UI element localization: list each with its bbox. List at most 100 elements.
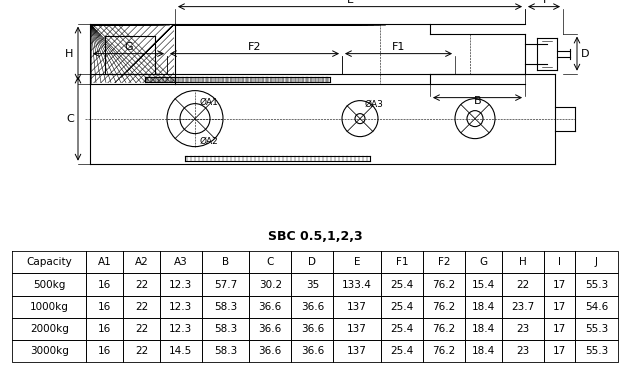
Text: D: D [581,49,590,59]
Bar [290,77,292,82]
Text: 17: 17 [553,324,566,334]
Text: D: D [308,257,316,267]
Text: H: H [519,257,527,267]
Bar [235,77,238,82]
Text: A2: A2 [134,257,148,267]
Text: 36.6: 36.6 [259,324,282,334]
Text: E: E [346,0,353,5]
Text: ØA3: ØA3 [365,100,384,109]
Text: 36.6: 36.6 [259,302,282,312]
Text: 22: 22 [516,280,529,289]
Text: I: I [542,0,546,5]
Text: 25.4: 25.4 [390,324,413,334]
Text: F2: F2 [248,42,261,51]
Text: G: G [124,42,133,51]
Text: A3: A3 [174,257,188,267]
Text: 22: 22 [135,346,148,356]
Text: 15.4: 15.4 [472,280,495,289]
Bar [200,77,202,82]
Text: ØA1: ØA1 [200,97,219,107]
Text: 22: 22 [135,302,148,312]
Bar [150,77,152,82]
Text: C: C [66,114,74,124]
Bar [185,77,188,82]
Text: I: I [558,257,561,267]
Bar [165,77,168,82]
Text: 76.2: 76.2 [432,346,455,356]
Text: 36.6: 36.6 [259,346,282,356]
Text: G: G [479,257,488,267]
Bar [160,77,163,82]
Text: 17: 17 [553,280,566,289]
Bar [325,77,328,82]
Bar [170,77,173,82]
Text: 36.6: 36.6 [301,324,324,334]
Text: 58.3: 58.3 [214,324,237,334]
Text: 500kg: 500kg [33,280,66,289]
Text: 55.3: 55.3 [585,280,608,289]
Text: 54.6: 54.6 [585,302,608,312]
Text: 76.2: 76.2 [432,324,455,334]
Text: Capacity: Capacity [26,257,72,267]
Bar [215,77,217,82]
Text: 36.6: 36.6 [301,346,324,356]
Bar [205,77,207,82]
Text: 55.3: 55.3 [585,346,608,356]
Text: 17: 17 [553,346,566,356]
Bar [300,77,302,82]
Text: 23: 23 [516,346,529,356]
Text: H: H [65,49,73,59]
Text: J: J [595,257,598,267]
Text: B: B [474,96,481,105]
Text: 133.4: 133.4 [342,280,372,289]
Text: A1: A1 [98,257,112,267]
Text: 23: 23 [516,324,529,334]
Bar [175,77,178,82]
Text: 25.4: 25.4 [390,280,413,289]
Text: E: E [354,257,360,267]
Bar [305,77,307,82]
Text: 22: 22 [135,324,148,334]
Bar [180,77,183,82]
Bar [280,77,282,82]
Text: 58.3: 58.3 [214,346,237,356]
Text: SBC 0.5,1,2,3: SBC 0.5,1,2,3 [268,230,362,243]
Bar [210,77,212,82]
Text: 18.4: 18.4 [472,346,495,356]
Text: 76.2: 76.2 [432,302,455,312]
Text: 12.3: 12.3 [169,302,192,312]
Text: 30.2: 30.2 [259,280,282,289]
Bar [155,77,158,82]
Bar [270,77,273,82]
Bar [250,77,253,82]
Bar [255,77,258,82]
Bar [320,77,323,82]
Text: 137: 137 [347,324,367,334]
Bar [145,77,147,82]
Text: 3000kg: 3000kg [30,346,69,356]
Text: 36.6: 36.6 [301,302,324,312]
Text: 1000kg: 1000kg [30,302,69,312]
Text: 18.4: 18.4 [472,302,495,312]
Text: F1: F1 [392,42,405,51]
Bar [275,77,277,82]
Text: 16: 16 [98,280,111,289]
Text: 35: 35 [306,280,319,289]
Bar [225,77,227,82]
Bar [310,77,312,82]
Text: 14.5: 14.5 [169,346,192,356]
Text: ØA2: ØA2 [200,137,219,146]
Bar [295,77,297,82]
Text: 12.3: 12.3 [169,324,192,334]
Text: 22: 22 [135,280,148,289]
Text: 12.3: 12.3 [169,280,192,289]
Text: 25.4: 25.4 [390,302,413,312]
Bar [190,77,193,82]
Bar [230,77,232,82]
Text: 25.4: 25.4 [390,346,413,356]
Text: C: C [266,257,274,267]
Bar [220,77,222,82]
Text: B: B [222,257,229,267]
Bar [265,77,268,82]
Bar [240,77,243,82]
